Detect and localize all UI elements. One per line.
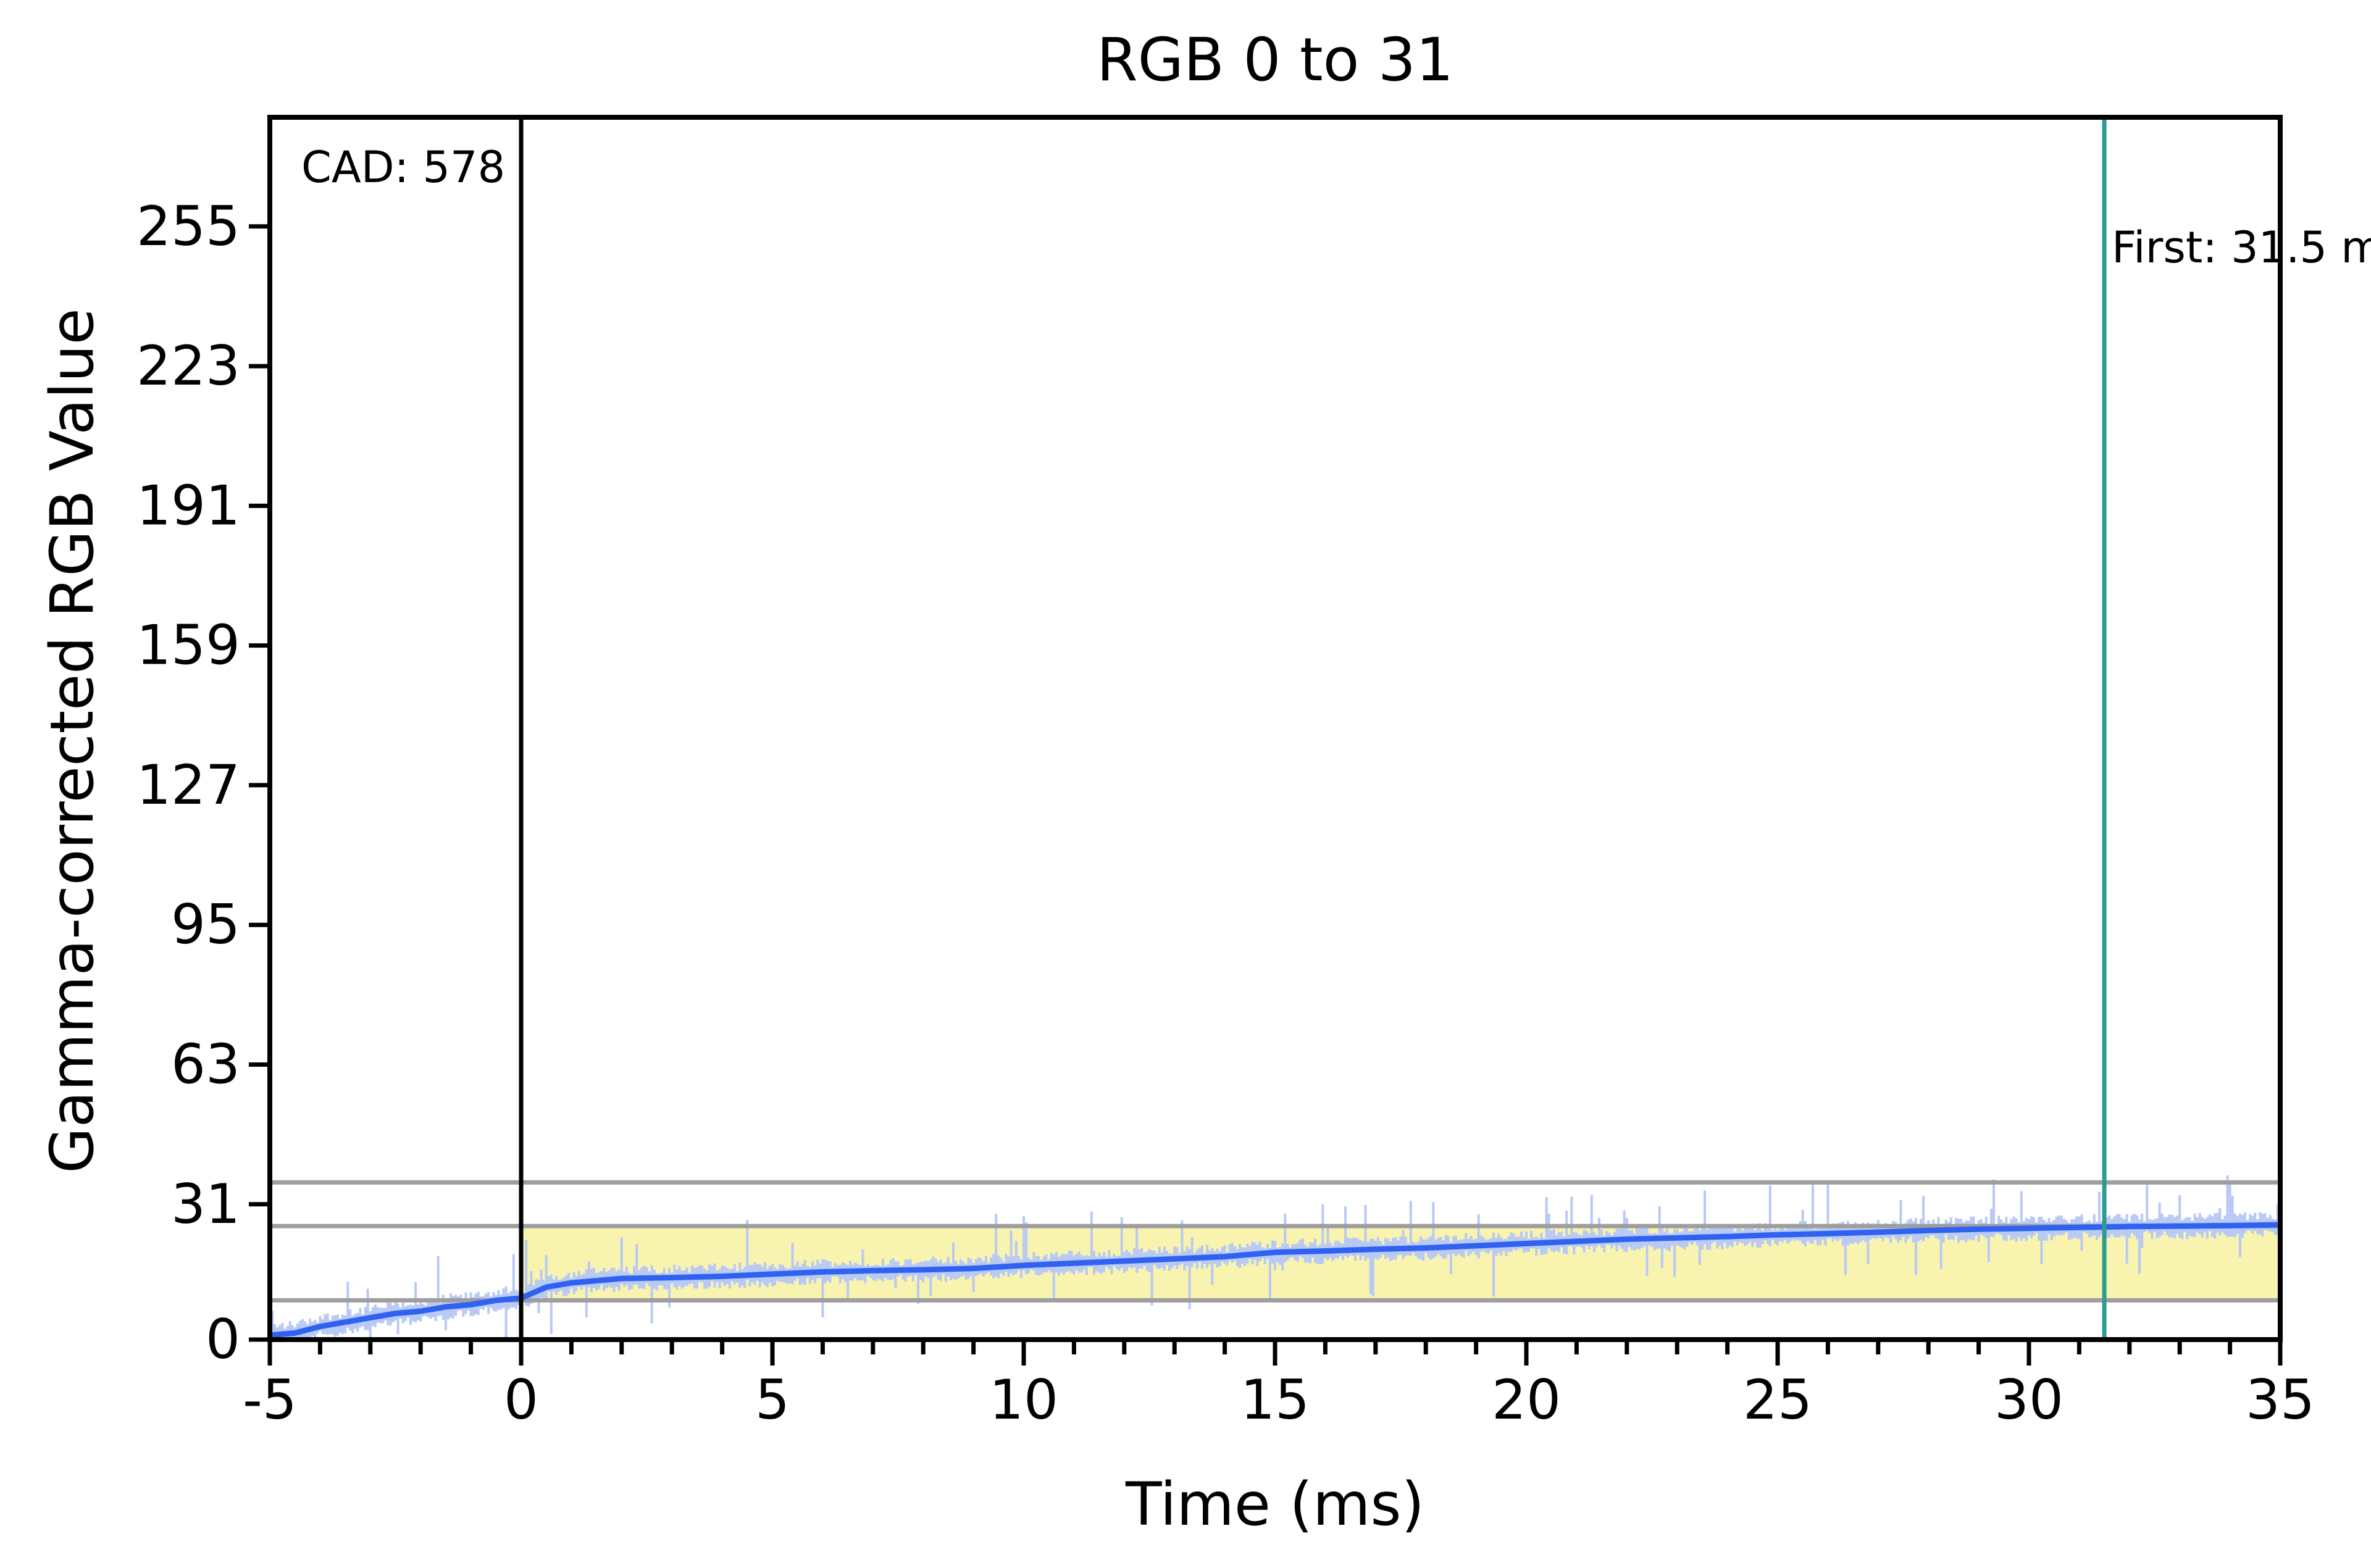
y-tick-label: 95	[171, 893, 240, 956]
x-tick-label: 10	[989, 1368, 1058, 1432]
y-axis-ticks: 0 31 63 95 127 159 191 223 255	[136, 194, 270, 1371]
y-tick-label: 0	[206, 1307, 240, 1371]
x-tick-label: 30	[1994, 1368, 2064, 1432]
y-tick-label: 31	[171, 1172, 240, 1236]
y-tick-label: 191	[136, 473, 240, 537]
first-response-annotation: First: 31.5 ms	[2112, 222, 2371, 273]
x-tick-label: 0	[504, 1368, 538, 1432]
y-tick-label: 159	[136, 614, 240, 677]
x-tick-label: 5	[755, 1368, 790, 1432]
series-line	[270, 1222, 2280, 1338]
reference-lines-layer	[519, 117, 2107, 1340]
y-axis-label: Gamma-corrected RGB Value	[38, 308, 107, 1173]
x-tick-label: 25	[1743, 1368, 1812, 1432]
plot-content	[270, 117, 2280, 1340]
chart-title: RGB 0 to 31	[1097, 25, 1453, 94]
plot-frame	[267, 115, 2283, 1342]
x-axis-ticks: -5 0 5 10 15 20 25 30 35	[243, 1340, 2315, 1432]
x-tick-label: 35	[2246, 1368, 2315, 1432]
cad-annotation: CAD: 578	[301, 142, 505, 193]
x-axis-label: Time (ms)	[1125, 1470, 1424, 1539]
y-tick-label: 255	[136, 194, 240, 258]
series-layer	[270, 1222, 2280, 1338]
y-tick-label: 63	[171, 1033, 240, 1096]
x-tick-label: 20	[1492, 1368, 1561, 1432]
x-tick-label: -5	[243, 1368, 297, 1432]
y-tick-label: 127	[136, 753, 240, 817]
x-tick-label: 15	[1240, 1368, 1310, 1432]
threshold-lines-layer	[270, 1180, 2280, 1303]
y-tick-label: 223	[136, 334, 240, 398]
